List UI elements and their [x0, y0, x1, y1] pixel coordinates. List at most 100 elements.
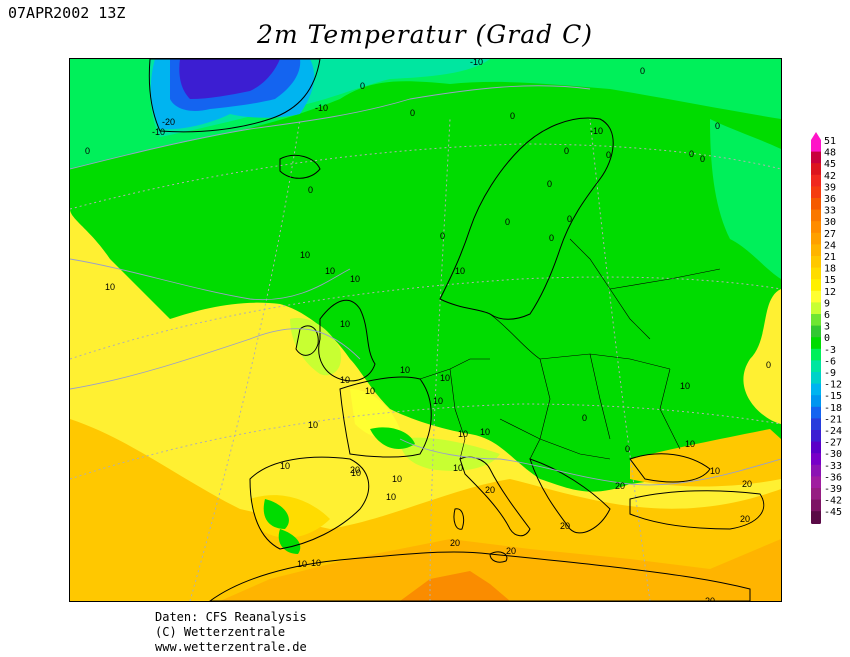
coast-sardinia — [453, 508, 465, 530]
svg-text:0: 0 — [700, 154, 705, 164]
greenland-coldest — [179, 59, 280, 99]
svg-text:10: 10 — [340, 319, 350, 329]
svg-text:0: 0 — [582, 413, 587, 423]
legend-label: 9 — [824, 298, 830, 309]
legend-label: -15 — [824, 391, 842, 402]
svg-text:0: 0 — [85, 146, 90, 156]
legend-swatch — [811, 174, 821, 187]
svg-text:0: 0 — [440, 231, 445, 241]
temperature-color-legend: 51 48 45 42 39 36 33 30 27 24 21 18 15 12 9 6 3 0 -3 -6 -9 -1… — [807, 132, 847, 531]
svg-text:10: 10 — [453, 463, 463, 473]
legend-label: -33 — [824, 461, 842, 472]
svg-text:10: 10 — [386, 492, 396, 502]
legend-label: 21 — [824, 252, 836, 263]
legend-swatch — [811, 209, 821, 222]
coast-scandinavia — [439, 117, 614, 320]
legend-label: 24 — [824, 240, 836, 251]
legend-label: 27 — [824, 229, 836, 240]
svg-text:0: 0 — [360, 81, 365, 91]
credits-data-source: Daten: CFS Reanalysis — [155, 610, 307, 624]
coast-black-sea — [629, 453, 711, 483]
legend-label: 3 — [824, 322, 830, 333]
svg-text:10: 10 — [400, 365, 410, 375]
svg-text:20: 20 — [615, 481, 625, 491]
svg-text:10: 10 — [433, 396, 443, 406]
svg-text:0: 0 — [564, 146, 569, 156]
svg-text:10: 10 — [297, 559, 307, 569]
svg-text:0: 0 — [606, 150, 611, 160]
svg-text:10: 10 — [350, 274, 360, 284]
warm-zone-africa — [220, 539, 781, 601]
svg-text:0: 0 — [505, 217, 510, 227]
legend-label: -45 — [824, 507, 842, 518]
svg-text:10: 10 — [455, 266, 465, 276]
svg-text:10: 10 — [280, 461, 290, 471]
legend-label: 48 — [824, 148, 836, 159]
svg-text:10: 10 — [340, 375, 350, 385]
legend-label: 12 — [824, 287, 836, 298]
legend-swatch — [811, 244, 821, 257]
cool-zone-green — [70, 59, 781, 492]
legend-swatch — [811, 418, 821, 431]
legend-label: 15 — [824, 275, 836, 286]
legend-swatch — [811, 499, 821, 512]
coast-balkans — [529, 458, 611, 534]
legend-label: 18 — [824, 264, 836, 275]
legend-swatch — [811, 464, 821, 477]
legend-swatch — [811, 279, 821, 292]
legend-swatch — [811, 488, 821, 501]
svg-text:0: 0 — [510, 111, 515, 121]
legend-label: 30 — [824, 217, 836, 228]
contour-labels: -10 0 0 0 -10 -20 -10 0 0 -10 0 0 0 0 0 … — [85, 59, 771, 601]
svg-text:10: 10 — [300, 250, 310, 260]
coast-britain — [318, 299, 376, 382]
legend-label: -9 — [824, 368, 836, 379]
legend-label: -27 — [824, 438, 842, 449]
svg-text:20: 20 — [450, 538, 460, 548]
legend-label: -12 — [824, 380, 842, 391]
coast-italy — [459, 456, 531, 537]
credits-copyright: (C) Wetterzentrale — [155, 625, 286, 639]
legend-label: 0 — [824, 333, 830, 344]
svg-text:10: 10 — [311, 558, 321, 568]
coast-turkey — [629, 490, 765, 530]
coast-sicily — [489, 551, 508, 563]
legend-bottom-arrow — [811, 522, 821, 531]
russia-cool — [710, 119, 781, 279]
svg-text:0: 0 — [549, 233, 554, 243]
svg-text:10: 10 — [365, 386, 375, 396]
coast-france — [339, 376, 432, 458]
legend-swatch — [811, 430, 821, 443]
svg-text:20: 20 — [705, 596, 715, 601]
legend-swatch — [811, 383, 821, 396]
legend-swatch — [811, 314, 821, 327]
svg-text:20: 20 — [506, 546, 516, 556]
legend-swatch — [811, 337, 821, 350]
svg-text:10: 10 — [480, 427, 490, 437]
svg-text:-20: -20 — [162, 117, 175, 127]
legend-swatch — [811, 395, 821, 408]
svg-text:0: 0 — [567, 214, 572, 224]
legend-label: 33 — [824, 206, 836, 217]
svg-text:10: 10 — [458, 429, 468, 439]
legend-label: 6 — [824, 310, 830, 321]
coast-iceland — [279, 154, 321, 179]
legend-swatch — [811, 372, 821, 385]
credits-website: www.wetterzentrale.de — [155, 640, 307, 654]
svg-text:0: 0 — [410, 108, 415, 118]
legend-label: -30 — [824, 449, 842, 460]
svg-text:20: 20 — [740, 514, 750, 524]
legend-label: 45 — [824, 159, 836, 170]
hot-zone — [400, 571, 510, 601]
map-title: 2m Temperatur (Grad C) — [257, 20, 593, 49]
legend-label: -24 — [824, 426, 842, 437]
legend-swatch — [811, 360, 821, 373]
legend-swatch — [811, 511, 821, 524]
legend-label: -18 — [824, 403, 842, 414]
legend-swatch — [811, 221, 821, 234]
legend-label: -36 — [824, 472, 842, 483]
legend-swatch — [811, 186, 821, 199]
legend-label: -3 — [824, 345, 836, 356]
svg-text:10: 10 — [308, 420, 318, 430]
svg-text:-10: -10 — [315, 103, 328, 113]
